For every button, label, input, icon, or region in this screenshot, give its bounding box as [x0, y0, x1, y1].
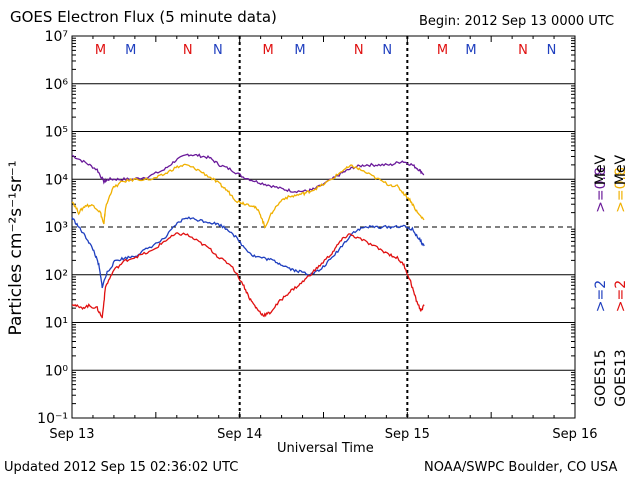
- x-axis-label: Universal Time: [277, 441, 374, 456]
- series-line-goes15-0-8-mev: [71, 153, 425, 194]
- y-tick-label: 10⁰: [45, 363, 69, 379]
- mn-marker: M: [125, 43, 136, 58]
- mn-marker: M: [437, 43, 448, 58]
- begin-time-label: Begin: 2012 Sep 13 0000 UTC: [419, 14, 615, 29]
- legend-mev-unit-2: MeV: [613, 154, 629, 186]
- mn-marker: M: [465, 43, 476, 58]
- series-line-goes15-2-mev: [71, 216, 425, 289]
- legend-goes13-satellite: GOES13: [613, 349, 629, 407]
- mn-marker: N: [518, 43, 528, 58]
- x-tick-label: Sep 16: [552, 427, 597, 442]
- chart-title: GOES Electron Flux (5 minute data): [10, 8, 277, 26]
- mn-marker: N: [183, 43, 193, 58]
- mn-marker: N: [547, 43, 557, 58]
- legend-goes13-2-label: >=2: [613, 279, 629, 313]
- mn-marker: M: [294, 43, 305, 58]
- y-tick-label: 10⁵: [45, 125, 68, 141]
- mn-marker: N: [382, 43, 392, 58]
- y-tick-label: 10⁷: [45, 29, 68, 45]
- y-tick-label: 10⁴: [45, 172, 69, 188]
- series-line-goes13-2-mev: [71, 232, 425, 319]
- credit-label: NOAA/SWPC Boulder, CO USA: [424, 460, 618, 475]
- mn-marker: N: [354, 43, 364, 58]
- x-tick-label: Sep 14: [217, 427, 262, 442]
- y-tick-label: 10³: [45, 220, 68, 236]
- legend-goes15-2-label: >=2: [593, 279, 609, 313]
- x-tick-label: Sep 15: [385, 427, 430, 442]
- legend-goes15-satellite: GOES15: [593, 349, 609, 407]
- mn-marker: N: [213, 43, 223, 58]
- updated-timestamp: Updated 2012 Sep 15 02:36:02 UTC: [4, 460, 239, 475]
- y-tick-label: 10¹: [45, 316, 68, 332]
- legend-mev-unit-1: MeV: [593, 154, 609, 186]
- y-tick-label: 10⁻¹: [37, 411, 68, 427]
- y-tick-label: 10²: [45, 268, 68, 284]
- y-axis-label: Particles cm⁻²s⁻¹sr⁻¹: [6, 160, 26, 336]
- y-tick-label: 10⁶: [45, 77, 69, 93]
- x-tick-label: Sep 13: [49, 427, 94, 442]
- mn-marker: M: [95, 43, 106, 58]
- series-line-goes13-0-8-mev: [71, 163, 425, 229]
- mn-marker: M: [263, 43, 274, 58]
